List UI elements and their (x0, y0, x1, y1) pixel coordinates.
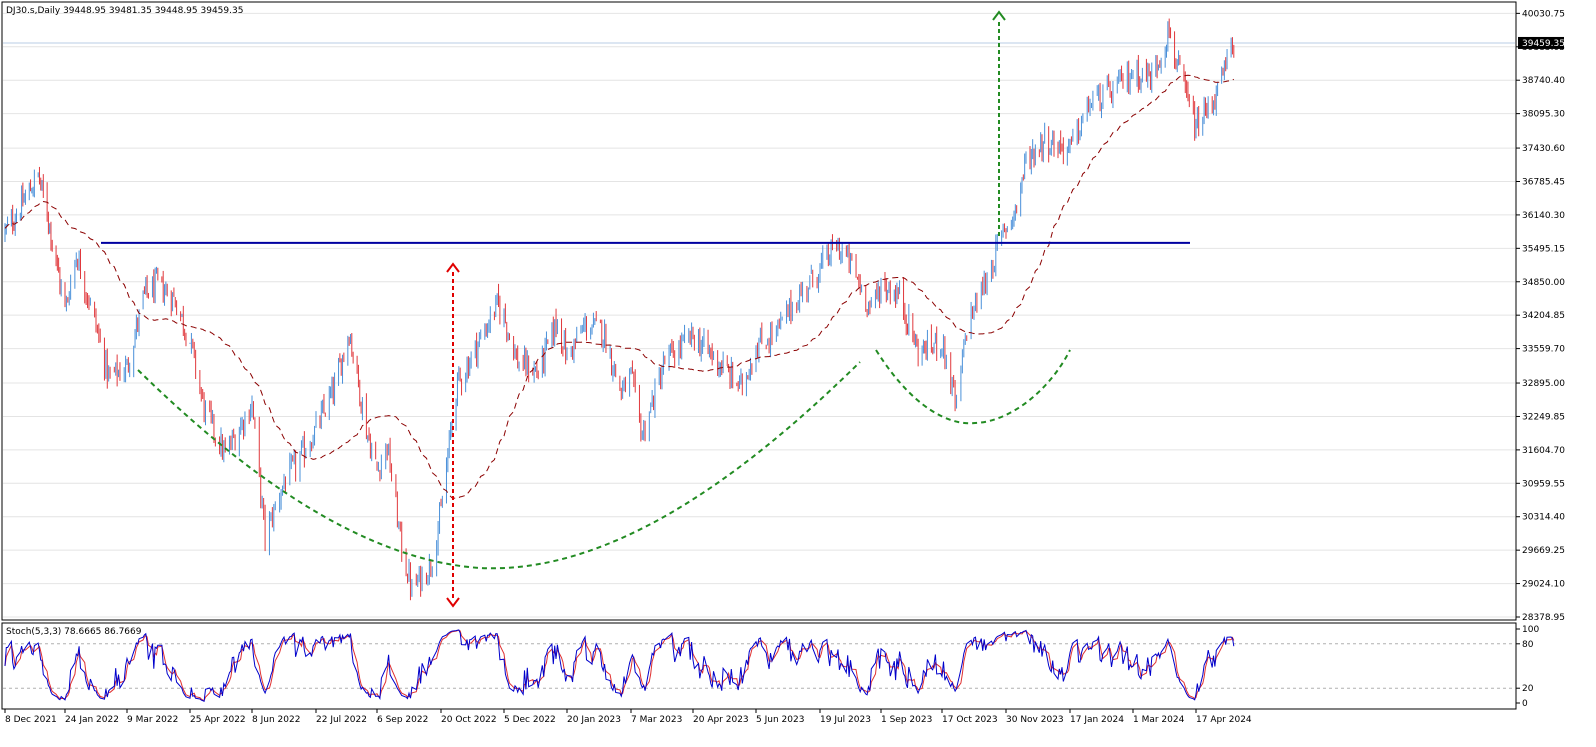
main-chart-area[interactable] (1, 1, 1517, 621)
price-axis-label: 32249.85 (1522, 412, 1565, 422)
price-axis-label: 30959.55 (1522, 479, 1565, 489)
handle-curve (875, 349, 1071, 425)
symbol-header: DJ30.s,Daily 39448.95 39481.35 39448.95 … (6, 6, 243, 16)
time-axis-label: 20 Apr 2023 (693, 715, 749, 725)
price-axis-label: 29669.25 (1522, 546, 1565, 556)
time-axis-label: 30 Nov 2023 (1006, 715, 1064, 725)
target-arrow-head (992, 10, 1006, 21)
measure-arrow-head-up (446, 262, 460, 273)
time-axis-label: 7 Mar 2023 (631, 715, 682, 725)
time-axis-label: 20 Oct 2022 (441, 715, 497, 725)
time-axis-label: 19 Jul 2023 (820, 715, 871, 725)
price-bars (4, 18, 1235, 601)
stochastic-axis: 100 80 20 0 (1516, 625, 1539, 709)
price-axis-label: 28378.95 (1522, 613, 1565, 623)
stochastic-axis-label: 0 (1522, 699, 1528, 709)
price-axis: 40030.7539385.0538740.4038095.3037430.60… (1516, 9, 1565, 623)
price-axis-label: 33559.70 (1522, 345, 1565, 355)
moving-average-line (4, 74, 1235, 499)
moving-average-line (4, 74, 1235, 499)
current-price-badge (1518, 36, 1564, 49)
stochastic-axis-label: 80 (1522, 640, 1534, 650)
stochastic-header: Stoch(5,3,3) 78.6665 86.7669 (6, 627, 142, 637)
time-axis-label: 9 Mar 2022 (127, 715, 178, 725)
time-axis-label: 6 Sep 2022 (377, 715, 428, 725)
time-axis-label: 5 Dec 2022 (504, 715, 556, 725)
time-axis-label: 5 Jun 2023 (756, 715, 804, 725)
price-axis-label: 40030.75 (1522, 9, 1565, 19)
price-axis-label: 29024.10 (1522, 580, 1565, 590)
stochastic-axis-label: 20 (1522, 684, 1534, 694)
time-axis-label: 8 Jun 2022 (252, 715, 300, 725)
price-axis-label: 36785.45 (1522, 177, 1565, 187)
time-axis-label: 8 Dec 2021 (5, 715, 57, 725)
price-axis-label: 34850.00 (1522, 278, 1565, 288)
time-axis-label: 20 Jan 2023 (567, 715, 621, 725)
measure-arrow-head-down (446, 597, 460, 608)
stochastic-lines (3, 629, 1515, 703)
time-axis: 8 Dec 2021 24 Jan 2022 9 Mar 2022 25 Apr 20… (4, 709, 1252, 725)
time-axis-label: 25 Apr 2022 (190, 715, 246, 725)
time-axis-label: 17 Oct 2023 (942, 715, 998, 725)
time-axis-label: 22 Jul 2022 (316, 715, 367, 725)
time-axis-label: 24 Jan 2022 (65, 715, 119, 725)
price-axis-label: 37430.60 (1522, 144, 1565, 154)
stochastic-axis-label: 100 (1522, 625, 1539, 635)
time-axis-label: 17 Jan 2024 (1070, 715, 1124, 725)
time-axis-label: 17 Apr 2024 (1196, 715, 1252, 725)
current-price-label: 39459.35 (1522, 39, 1565, 49)
time-axis-label: 1 Sep 2023 (881, 715, 932, 725)
price-axis-label: 38095.30 (1522, 110, 1565, 120)
stochastic-panel[interactable] (1, 622, 1517, 710)
price-axis-label: 30314.40 (1522, 513, 1565, 523)
price-axis-label: 31604.70 (1522, 446, 1565, 456)
time-axis-label: 1 Mar 2024 (1133, 715, 1185, 725)
price-axis-label: 35495.15 (1522, 244, 1565, 254)
pattern-drawings (101, 10, 1190, 608)
price-axis-label: 34204.85 (1522, 311, 1565, 321)
stochastic-main-line (4, 629, 1235, 703)
cup-curve (137, 361, 861, 570)
price-axis-label: 32895.00 (1522, 379, 1565, 389)
price-axis-label: 36140.30 (1522, 211, 1565, 221)
price-axis-label: 38740.40 (1522, 76, 1565, 86)
